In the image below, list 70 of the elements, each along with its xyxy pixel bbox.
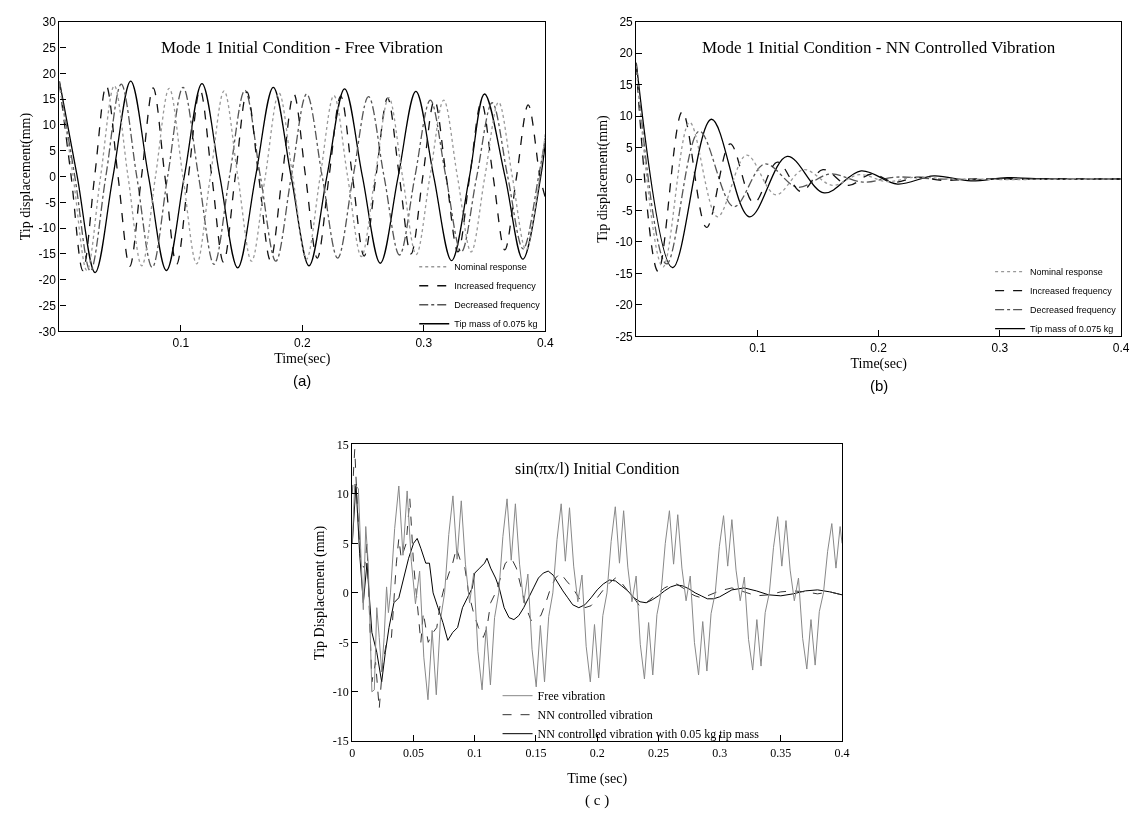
legend-label: Decreased frequency	[454, 300, 541, 311]
y-tick-label: -5	[338, 635, 349, 650]
legend-label: Free vibration	[537, 689, 606, 704]
legend-label: Nominal response	[454, 262, 527, 273]
x-axis-title: Time (sec)	[567, 771, 628, 788]
x-tick-label: 0.2	[870, 340, 888, 355]
x-tick-label: 0.2	[293, 335, 311, 350]
y-axis-title: Tip displacement(mm)	[18, 112, 35, 241]
y-tick-label: -10	[38, 221, 57, 236]
x-tick-label: 0.3	[712, 745, 728, 760]
x-tick-label: 0.4	[1112, 340, 1130, 355]
y-tick-label: 10	[42, 118, 57, 133]
x-axis-title: Time(sec)	[274, 351, 331, 368]
x-tick-label: 0.25	[647, 745, 669, 760]
y-tick-label: -5	[622, 203, 634, 218]
text: (a)	[293, 372, 312, 389]
text: (b)	[870, 377, 889, 394]
y-tick-label: -5	[45, 195, 57, 210]
y-tick-label: 15	[42, 92, 57, 107]
x-axis-title: Time(sec)	[850, 356, 908, 373]
y-tick-label: -20	[615, 298, 634, 313]
x-tick-label: 0.05	[403, 745, 425, 760]
y-tick-label: 20	[619, 46, 634, 61]
y-tick-label: -10	[615, 235, 634, 250]
y-tick-label: 25	[42, 40, 57, 55]
y-tick-label: -15	[615, 266, 634, 281]
y-tick-label: 5	[49, 143, 57, 158]
legend-label: NN controlled vibration with 0.05 kg tip mass	[537, 727, 760, 742]
legend-label: Increased frequency	[1030, 286, 1113, 297]
y-tick-label: -20	[38, 272, 57, 287]
y-tick-label: 30	[42, 14, 57, 29]
x-tick-label: 0.1	[172, 335, 190, 350]
y-tick-label: -15	[332, 734, 349, 749]
y-tick-label: -25	[615, 329, 634, 344]
x-tick-label: 0.1	[749, 340, 767, 355]
y-tick-label: 0	[626, 172, 634, 187]
y-tick-label: 0	[49, 169, 57, 184]
y-tick-label: 15	[336, 437, 349, 452]
y-tick-label: 15	[619, 77, 634, 92]
text: Mode 1 Initial Condition - Free Vibration	[161, 38, 444, 57]
y-axis-title: Tip displacement(mm)	[595, 114, 612, 243]
y-tick-label: 10	[336, 487, 349, 502]
x-tick-label: 0.2	[589, 745, 605, 760]
x-tick-label: 0.3	[415, 335, 433, 350]
text: Mode 1 Initial Condition - NN Controlled Vibration	[702, 38, 1056, 57]
legend-label: NN controlled vibration	[537, 708, 653, 723]
y-tick-label: -30	[38, 324, 57, 339]
x-tick-label: 0.35	[770, 745, 792, 760]
y-axis-title: Tip Displacement (mm)	[312, 525, 329, 660]
y-tick-label: 20	[42, 66, 57, 81]
x-tick-label: 0.1	[467, 745, 483, 760]
y-tick-label: -25	[38, 298, 57, 313]
text: ( c )	[585, 792, 610, 809]
x-tick-label: 0.3	[991, 340, 1009, 355]
x-tick-label: 0.15	[525, 745, 547, 760]
x-tick-label: 0.4	[536, 335, 554, 350]
text: sin(πx/l) Initial Condition	[515, 460, 680, 478]
y-tick-label: 25	[619, 14, 634, 29]
y-tick-label: -10	[332, 685, 349, 700]
x-tick-label: 0.4	[834, 745, 850, 760]
legend-label: Tip mass of 0.075 kg	[454, 319, 538, 330]
y-tick-label: 5	[626, 140, 634, 155]
y-tick-label: 0	[342, 586, 349, 601]
y-tick-label: -15	[38, 247, 57, 262]
legend-label: Tip mass of 0.075 kg	[1030, 324, 1114, 335]
y-tick-label: 10	[619, 109, 634, 124]
legend-label: Decreased frequency	[1030, 305, 1117, 316]
legend-label: Nominal response	[1030, 267, 1103, 278]
legend-label: Increased frequency	[454, 281, 537, 292]
y-tick-label: 5	[342, 536, 349, 551]
